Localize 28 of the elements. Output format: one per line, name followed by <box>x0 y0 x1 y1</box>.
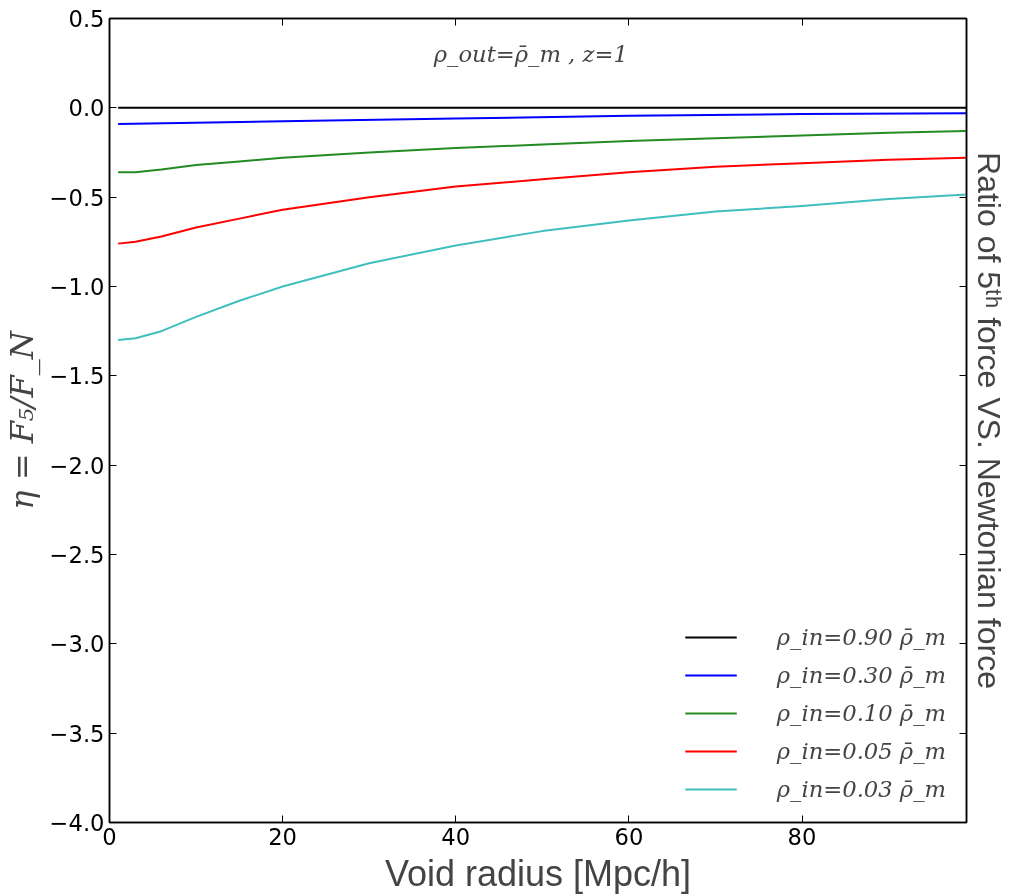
y-tick-label: −3.0 <box>49 631 105 658</box>
y2-axis-title: Ratio of 5ᵗʰ force VS. Newtonian force <box>970 152 1007 689</box>
y-tick-label: 0.5 <box>68 6 105 32</box>
x-tick-label: 20 <box>268 823 298 850</box>
line-series <box>117 156 967 245</box>
x-tick-label: 0 <box>102 823 117 850</box>
y-tick-label: −0.5 <box>49 184 105 211</box>
legend-label: ρ_in=0.90 ρ̄_m <box>776 624 946 650</box>
x-tick-label: 80 <box>787 823 817 850</box>
y-tick-label: −4.0 <box>49 810 105 836</box>
legend-label: ρ_in=0.10 ρ̄_m <box>776 700 946 726</box>
y-tick-label: −2.0 <box>49 452 105 479</box>
x-axis-title: Void radius [Mpc/h] <box>384 852 692 894</box>
line-series <box>117 193 967 342</box>
y-axis-title: η = F₅/F_N <box>3 330 42 510</box>
annotation: ρ_out=ρ̄_m , z=1 <box>432 40 628 67</box>
legend-label: ρ_in=0.30 ρ̄_m <box>776 662 946 688</box>
legend-label: ρ_in=0.03 ρ̄_m <box>776 776 946 802</box>
y-tick-label: −3.5 <box>49 720 105 747</box>
y-tick-label: −2.5 <box>49 542 105 568</box>
legend-label: ρ_in=0.05 ρ̄_m <box>776 738 946 764</box>
x-tick-label: 60 <box>614 823 644 850</box>
x-tick-label: 40 <box>441 823 471 850</box>
line-series <box>117 112 967 125</box>
y-tick-label: −1.5 <box>49 363 105 390</box>
y-tick-label: 0.0 <box>68 95 105 122</box>
line-series <box>117 130 967 174</box>
y-tick-label: −1.0 <box>49 274 105 300</box>
